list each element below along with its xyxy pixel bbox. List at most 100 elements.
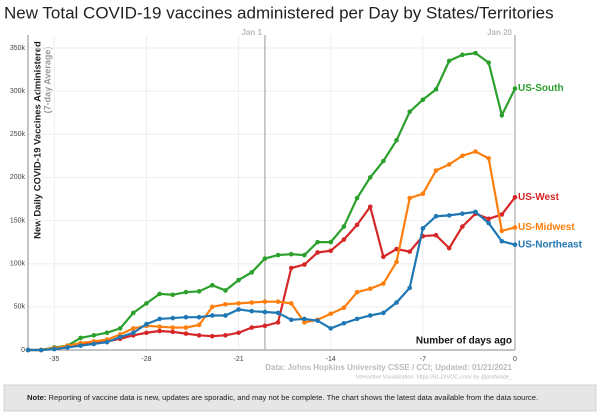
data-point [328,248,334,254]
data-point [275,299,281,304]
data-point [170,315,176,321]
data-point [328,311,334,317]
data-point [420,97,426,103]
note-label: Note: [27,393,46,402]
data-point [407,195,413,201]
data-point [486,156,491,161]
x-tick-label: -21 [234,356,244,363]
data-point [209,313,215,318]
data-point [486,216,491,222]
data-point [407,249,413,254]
data-point [249,308,255,314]
data-point [341,320,347,326]
data-point [223,288,228,293]
data-point [223,333,228,338]
y-tick-label: 50k [14,304,26,311]
data-point [275,310,281,316]
data-point [104,330,110,336]
y-tick-label: 200k [10,174,26,181]
data-point [433,213,439,219]
data-point [25,347,31,353]
data-point [196,333,202,338]
data-point [157,291,162,297]
data-point [486,60,491,65]
plot-area [28,35,515,350]
data-point [262,323,268,329]
data-point [130,326,136,331]
data-point [275,252,281,258]
source: Data: Johns Hopkins University CSSE / CC… [265,363,512,372]
data-point [262,299,268,304]
data-point [209,282,215,288]
data-point [354,222,360,228]
series-label: US-South [518,83,564,94]
y-axis-sublabel: (7-day Average) [42,47,52,114]
data-point [354,195,360,201]
data-point [223,313,228,318]
data-point [341,224,347,229]
data-point [499,228,505,234]
x-tick-label: 0 [513,356,517,363]
data-point [157,316,162,322]
data-point [183,331,189,336]
note: Note: Reporting of vaccine data is new, … [27,393,538,402]
y-tick-label: 150k [10,217,26,224]
data-point [407,285,413,291]
series-line [28,150,516,352]
data-point [381,254,386,260]
data-point [473,149,478,154]
series-line [28,51,516,352]
data-point [78,343,83,348]
data-point [117,334,123,340]
data-point [394,259,399,265]
data-point [144,301,149,306]
data-point [91,333,97,338]
data-point [433,168,439,173]
data-point [302,320,307,325]
data-point [144,321,149,327]
x-tick-label: -14 [326,356,336,363]
data-point [170,292,176,298]
data-point [420,226,426,231]
data-point [52,346,57,352]
data-point [512,194,518,200]
series-label: US-Northeast [518,239,583,250]
data-point [407,109,413,115]
data-point [288,301,294,306]
data-point [394,137,399,143]
data-point [183,314,189,320]
data-point [381,310,386,316]
y-tick-label: 100k [10,261,26,268]
y-tick-label: 300k [10,88,26,95]
data-point [460,52,465,58]
data-point [209,304,215,310]
data-point [117,326,123,331]
data-point [433,87,439,92]
data-point [354,289,360,295]
data-point [367,286,373,292]
data-point [460,211,465,216]
data-point [433,232,439,238]
data-point [512,86,518,91]
data-point [381,281,386,286]
annotation-label: Jan 20 [487,28,512,37]
data-point [236,330,241,336]
series-label: US-West [518,192,560,203]
data-point [420,191,426,197]
data-point [446,245,452,251]
x-tick-label: -7 [420,356,426,363]
data-point [288,317,294,323]
y-axis-label: New Daily COVID-19 Vaccines Administered [33,41,44,239]
data-point [170,325,176,330]
data-point [473,50,478,56]
data-point [249,325,255,330]
data-point [196,322,202,328]
data-point [236,301,241,306]
data-point [328,239,334,245]
annotation-label: Jan 1 [241,28,262,37]
data-point [104,339,110,345]
data-point [315,318,320,323]
data-point [275,320,281,325]
data-point [446,58,452,64]
